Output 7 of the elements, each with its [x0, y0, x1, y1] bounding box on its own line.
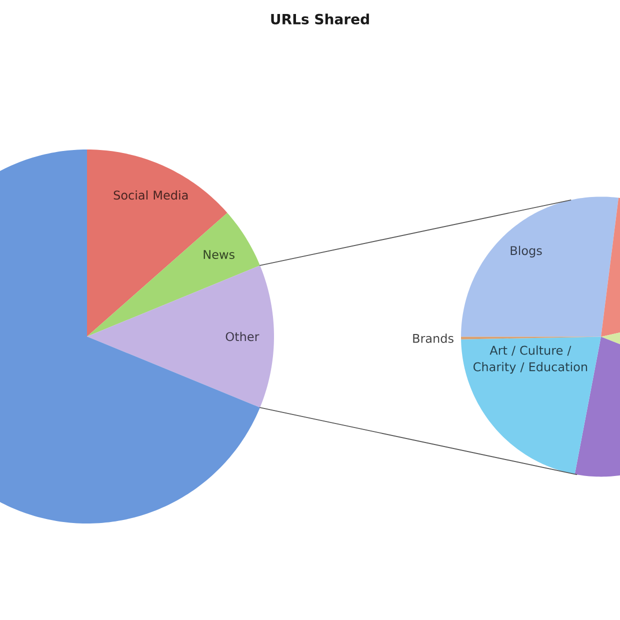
slice-label: Art / Culture / Charity / Education	[474, 346, 588, 374]
slice-label: Other	[226, 332, 260, 342]
text: URLs Shared	[271, 14, 369, 24]
slice-label: Social Media	[114, 190, 188, 200]
slice-label: News	[204, 250, 234, 260]
slice-label: Blogs	[510, 246, 542, 258]
slice-label: Brands	[413, 334, 454, 343]
